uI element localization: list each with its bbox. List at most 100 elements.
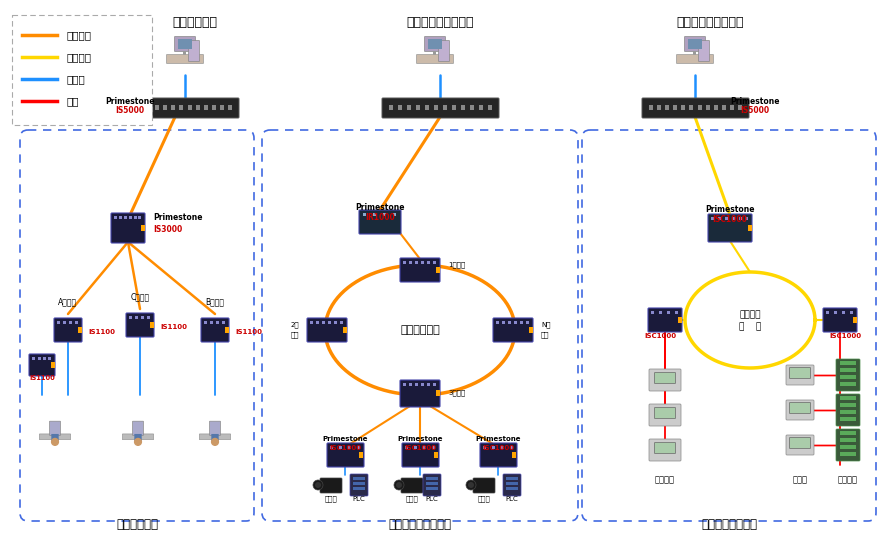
Bar <box>187 105 191 110</box>
FancyBboxPatch shape <box>502 474 521 496</box>
FancyBboxPatch shape <box>493 318 532 342</box>
FancyBboxPatch shape <box>654 443 674 454</box>
Bar <box>204 105 207 110</box>
FancyBboxPatch shape <box>134 434 141 443</box>
Text: IS1100: IS1100 <box>234 329 262 335</box>
FancyBboxPatch shape <box>648 404 680 426</box>
Bar <box>147 105 151 110</box>
Bar <box>139 216 141 219</box>
FancyBboxPatch shape <box>122 434 154 439</box>
Bar <box>348 446 351 449</box>
FancyBboxPatch shape <box>327 443 363 467</box>
Bar <box>434 452 437 458</box>
Bar <box>426 482 437 485</box>
Bar <box>710 217 714 220</box>
Bar <box>426 487 437 490</box>
Text: 双绞线: 双绞线 <box>67 74 86 84</box>
Bar <box>745 217 748 220</box>
Bar <box>841 311 845 314</box>
FancyBboxPatch shape <box>51 434 59 443</box>
Bar <box>140 225 145 231</box>
Circle shape <box>393 480 404 490</box>
Bar <box>141 316 144 319</box>
FancyBboxPatch shape <box>687 39 702 49</box>
Bar <box>487 105 492 110</box>
Text: B区办公: B区办公 <box>205 298 224 306</box>
FancyBboxPatch shape <box>822 308 856 332</box>
Bar <box>680 105 685 110</box>
Bar <box>155 105 159 110</box>
Text: Primestone: Primestone <box>153 213 202 223</box>
Bar <box>139 105 143 110</box>
Bar <box>507 321 511 324</box>
Text: 摄像头: 摄像头 <box>477 496 490 502</box>
Bar <box>514 321 517 324</box>
FancyBboxPatch shape <box>788 403 810 414</box>
Bar <box>393 213 396 216</box>
Bar <box>470 105 473 110</box>
Text: 百兆光纤: 百兆光纤 <box>67 52 92 62</box>
Text: 摄像头: 摄像头 <box>324 496 337 502</box>
Bar <box>839 403 855 407</box>
Text: PLC: PLC <box>425 496 438 502</box>
Bar <box>78 327 82 333</box>
Bar <box>415 105 420 110</box>
Bar <box>506 482 517 485</box>
Bar <box>342 327 347 333</box>
Bar <box>63 321 67 324</box>
FancyBboxPatch shape <box>320 478 342 493</box>
FancyBboxPatch shape <box>472 478 494 493</box>
Bar <box>839 417 855 421</box>
FancyBboxPatch shape <box>424 36 445 52</box>
Text: 串口: 串口 <box>67 96 79 106</box>
Bar <box>435 267 440 273</box>
Bar <box>184 51 186 55</box>
FancyBboxPatch shape <box>654 408 674 419</box>
Text: 电能表: 电能表 <box>792 476 807 485</box>
Bar <box>124 216 127 219</box>
Text: 办公系统中心: 办公系统中心 <box>172 15 217 29</box>
Bar <box>405 446 408 449</box>
Bar <box>322 321 325 324</box>
Bar <box>666 311 670 314</box>
Bar <box>409 261 412 264</box>
FancyBboxPatch shape <box>358 210 400 234</box>
Bar <box>697 105 701 110</box>
FancyBboxPatch shape <box>785 365 813 385</box>
Circle shape <box>396 482 401 488</box>
Bar <box>129 316 133 319</box>
Bar <box>657 105 660 110</box>
FancyBboxPatch shape <box>132 98 239 118</box>
Circle shape <box>212 438 218 446</box>
Bar <box>220 105 224 110</box>
FancyBboxPatch shape <box>29 354 55 376</box>
FancyBboxPatch shape <box>835 429 859 461</box>
Circle shape <box>313 480 322 490</box>
Bar <box>358 452 363 458</box>
Bar <box>171 105 176 110</box>
Bar <box>38 357 40 360</box>
Bar <box>353 477 364 480</box>
Bar <box>414 446 417 449</box>
Bar <box>340 321 343 324</box>
Bar <box>383 213 386 216</box>
Bar <box>724 217 727 220</box>
Text: 电力仰表: 电力仰表 <box>654 476 674 485</box>
Bar <box>48 357 52 360</box>
Bar <box>520 321 523 324</box>
Bar <box>674 311 678 314</box>
Bar <box>839 375 855 379</box>
Bar <box>492 446 495 449</box>
Bar <box>738 217 741 220</box>
FancyBboxPatch shape <box>438 41 449 62</box>
Text: IS5000: IS5000 <box>739 106 768 114</box>
Bar <box>114 216 118 219</box>
FancyBboxPatch shape <box>178 39 191 49</box>
Bar <box>506 477 517 480</box>
Bar <box>833 311 837 314</box>
Text: ISC1000: ISC1000 <box>328 445 361 451</box>
Bar <box>839 396 855 400</box>
Bar <box>426 477 437 480</box>
Text: N号: N号 <box>540 322 550 328</box>
Bar <box>216 321 220 324</box>
